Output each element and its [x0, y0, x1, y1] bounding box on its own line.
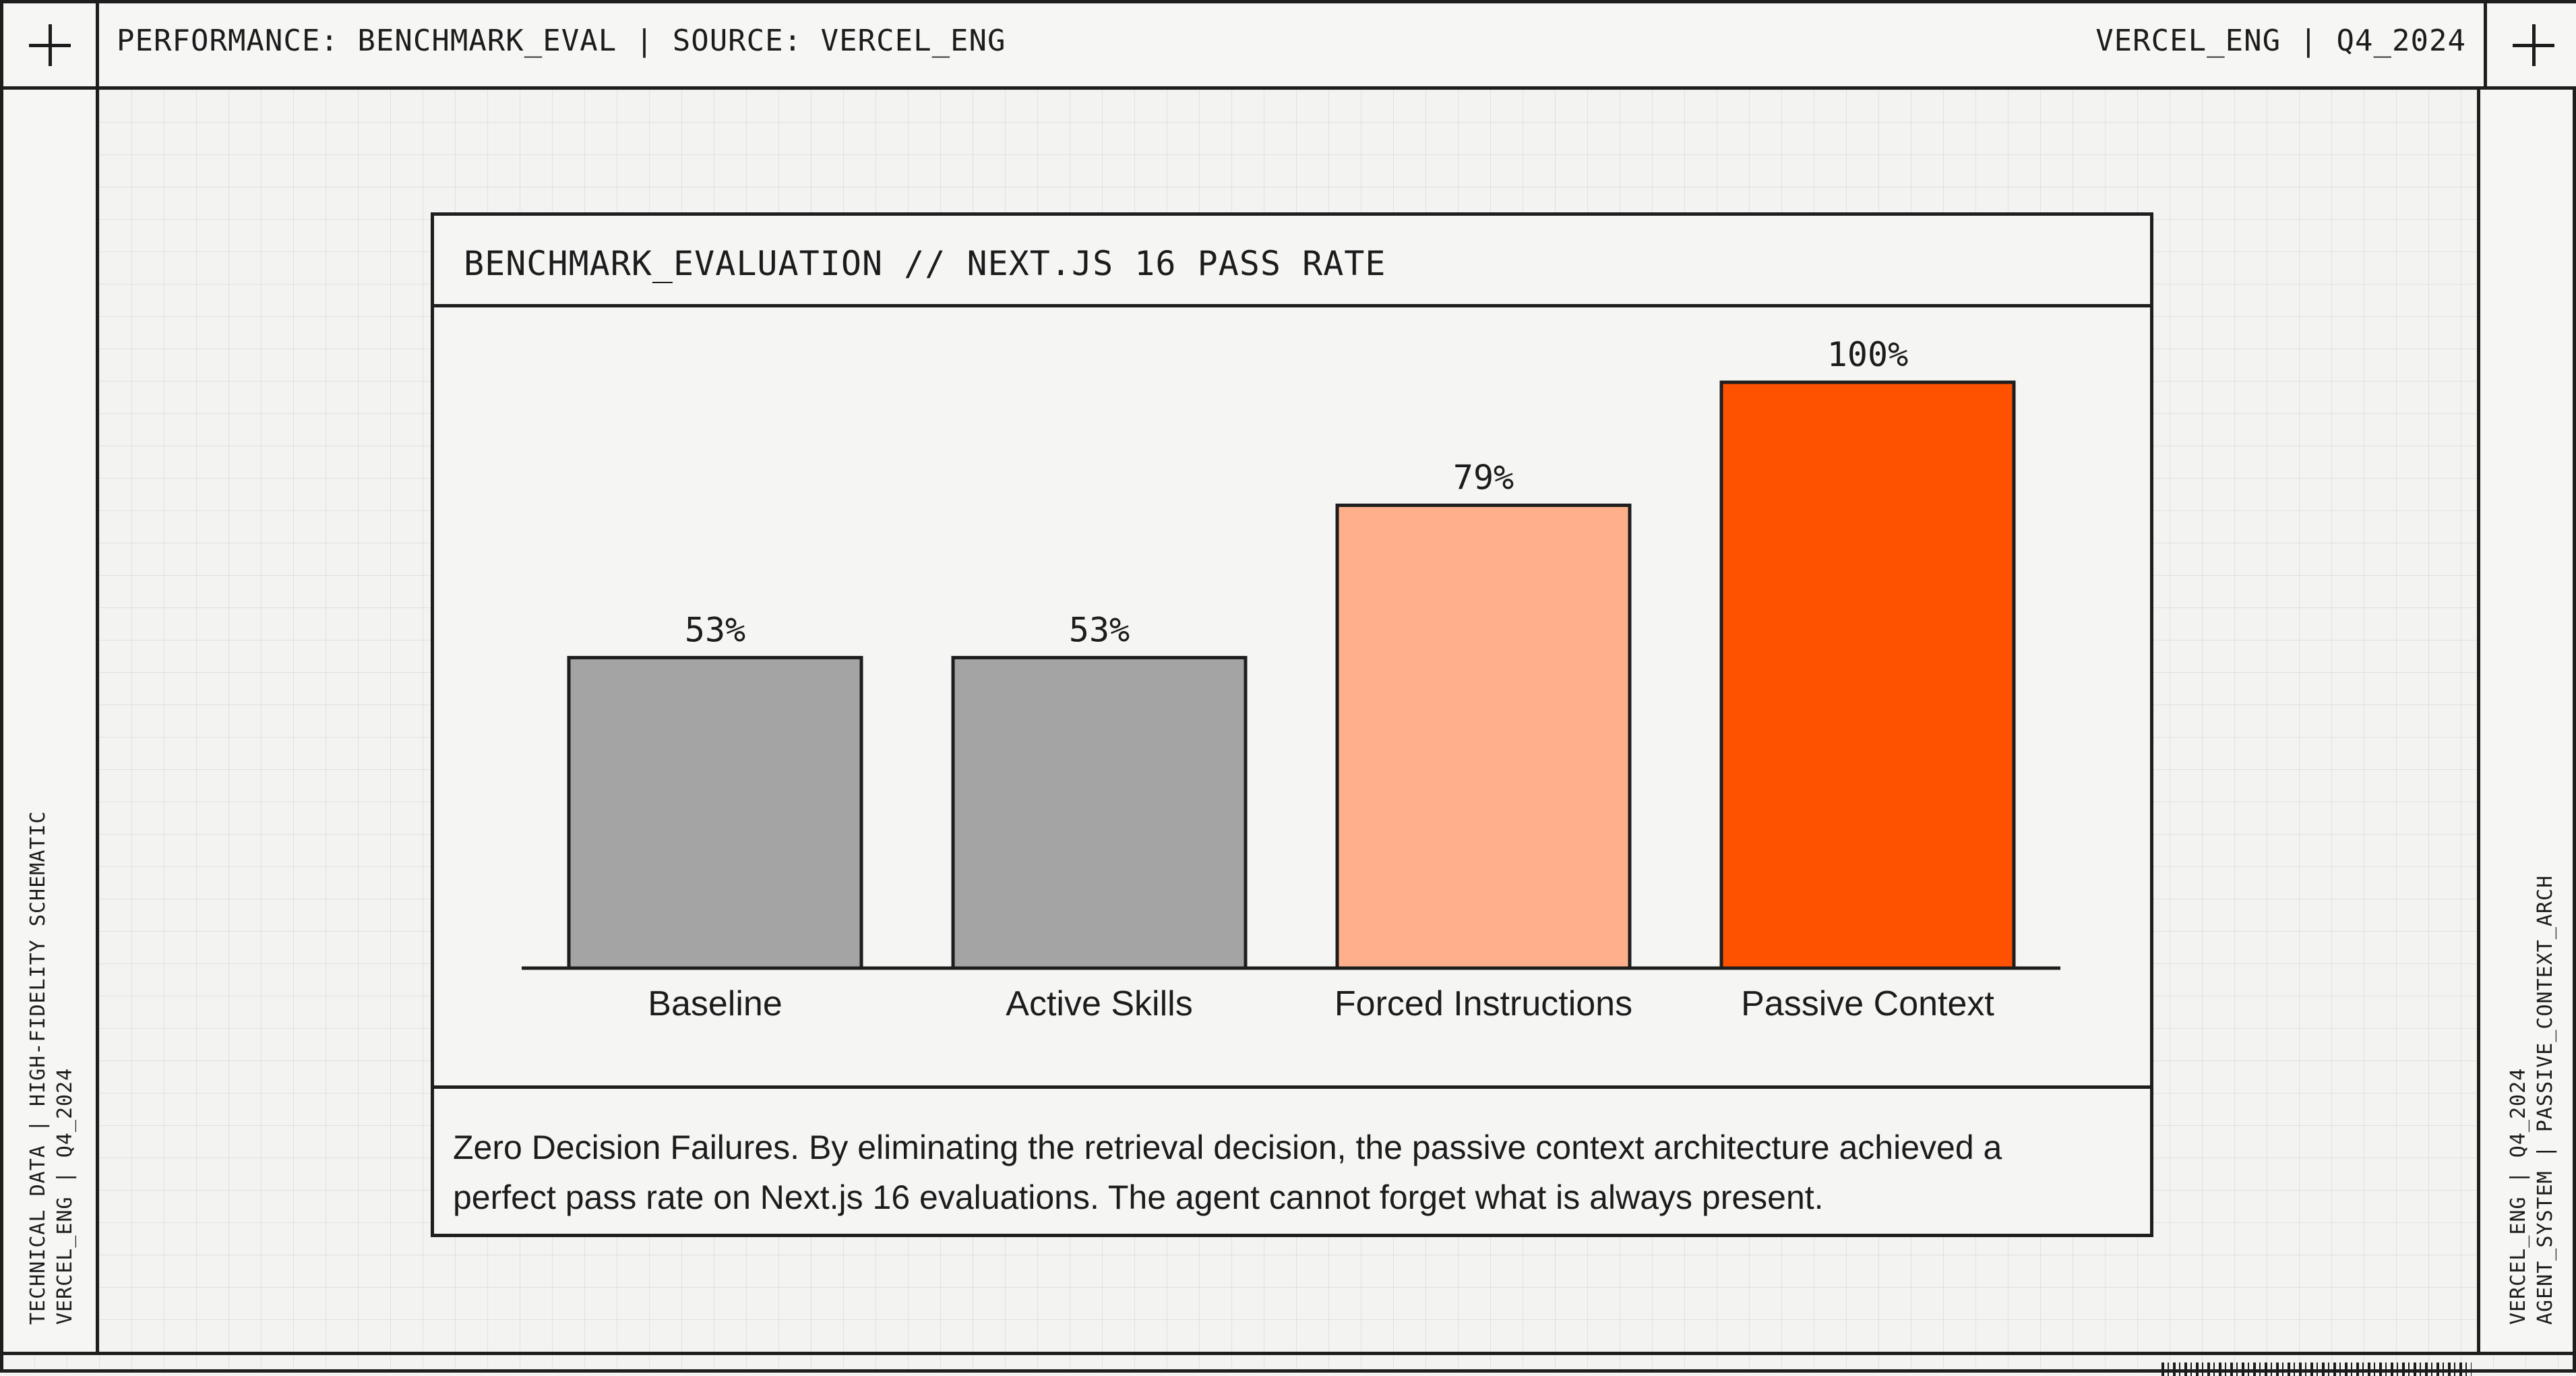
- value-label-forced-instructions: 79%: [1453, 458, 1514, 497]
- right-margin-panel: [2477, 90, 2573, 1353]
- category-label-baseline: Baseline: [648, 984, 782, 1023]
- card-footer: Zero Decision Failures. By eliminating t…: [434, 1085, 2150, 1234]
- bar-passive-context: [1719, 380, 2016, 970]
- bottom-rule: [3, 1352, 2576, 1355]
- chart-title: BENCHMARK_EVALUATION // NEXT.JS 16 PASS …: [464, 244, 1386, 283]
- left-margin-panel: [3, 90, 99, 1353]
- bar-chart: 53%Baseline(No Docs)53%Active Skills79%F…: [522, 335, 2060, 1023]
- left-vertical-caption: TECHNICAL DATA | HIGH-FIDELITY SCHEMATIC…: [25, 811, 79, 1325]
- card-header: BENCHMARK_EVALUATION // NEXT.JS 16 PASS …: [434, 216, 2150, 307]
- bar-active-skills: [951, 655, 1248, 970]
- top-left-corner: [3, 3, 99, 86]
- left-caption-line-2: VERCEL_ENG | Q4_2024: [53, 1067, 77, 1325]
- category-label-passive-context: Passive Context: [1741, 984, 1994, 1023]
- value-label-active-skills: 53%: [1069, 610, 1130, 649]
- chart-area: 53%Baseline(No Docs)53%Active Skills79%F…: [434, 307, 2150, 1025]
- bar-baseline: [567, 655, 863, 970]
- barcode-icon: [2161, 1363, 2472, 1376]
- left-caption-line-1: TECHNICAL DATA | HIGH-FIDELITY SCHEMATIC: [26, 810, 50, 1325]
- category-label-forced-instructions: Forced Instructions: [1335, 984, 1632, 1023]
- benchmark-card: BENCHMARK_EVALUATION // NEXT.JS 16 PASS …: [431, 212, 2153, 1237]
- right-caption-line-2: AGENT_SYSTEM | PASSIVE_CONTEXT_ARCH: [2534, 874, 2557, 1325]
- header-source-label: PERFORMANCE: BENCHMARK_EVAL | SOURCE: VE…: [117, 24, 1006, 58]
- top-bar: PERFORMANCE: BENCHMARK_EVAL | SOURCE: VE…: [3, 3, 2576, 90]
- plus-icon: [28, 24, 71, 66]
- chart-description: Zero Decision Failures. By eliminating t…: [453, 1129, 2002, 1216]
- value-label-passive-context: 100%: [1827, 335, 1908, 374]
- value-label-baseline: 53%: [685, 610, 745, 649]
- plus-icon: [2512, 24, 2554, 66]
- bar-forced-instructions: [1335, 503, 1632, 970]
- top-right-corner: [2484, 3, 2576, 86]
- header-period-label: VERCEL_ENG | Q4_2024: [2095, 24, 2466, 58]
- right-caption-line-1: VERCEL_ENG | Q4_2024: [2507, 1067, 2530, 1325]
- right-vertical-caption: VERCEL_ENG | Q4_2024 AGENT_SYSTEM | PASS…: [2505, 875, 2559, 1325]
- category-label-active-skills: Active Skills: [1006, 984, 1192, 1023]
